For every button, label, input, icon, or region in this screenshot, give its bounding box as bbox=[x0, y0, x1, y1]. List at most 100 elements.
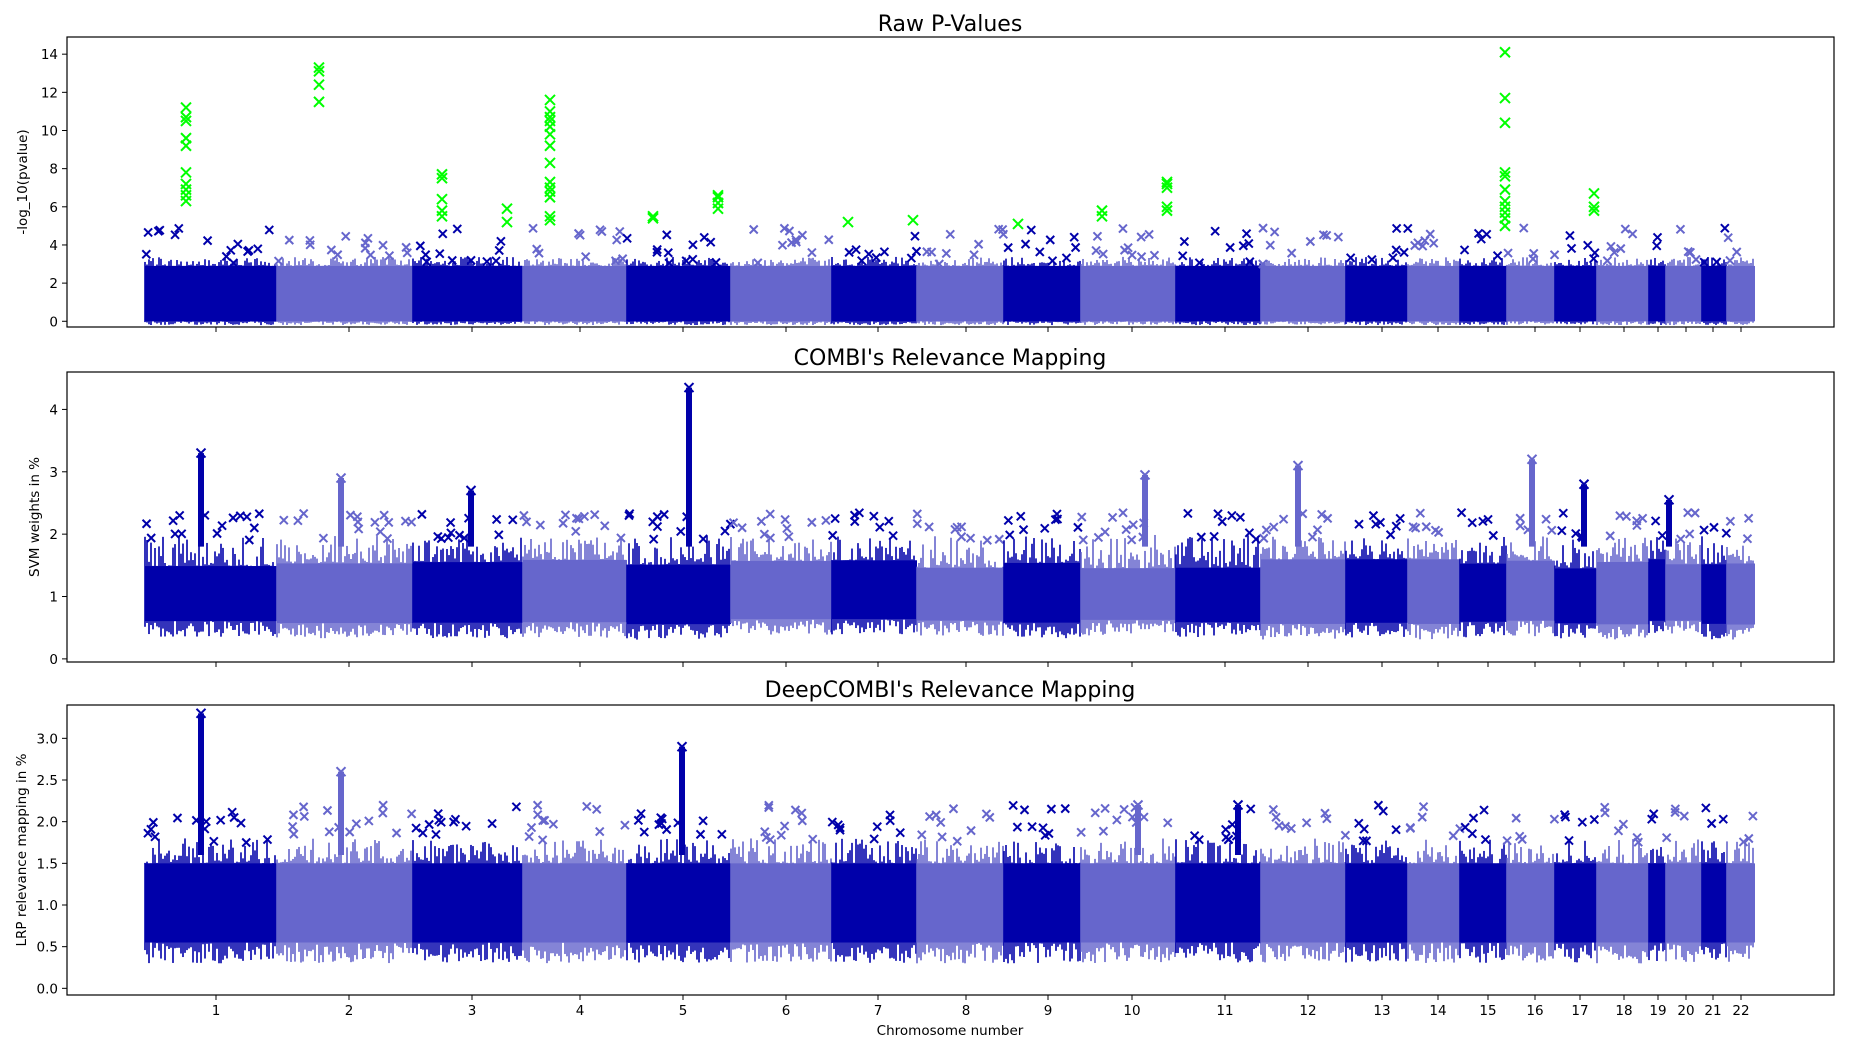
snp-point bbox=[1046, 236, 1054, 244]
snp-point bbox=[1658, 532, 1666, 540]
snp-point bbox=[1094, 533, 1102, 541]
snp-point bbox=[1269, 806, 1277, 814]
snp-point bbox=[1004, 244, 1012, 252]
snp-point bbox=[1529, 255, 1537, 263]
x-tick-label: 15 bbox=[1479, 1003, 1496, 1019]
snp-point bbox=[852, 246, 860, 254]
snp-point bbox=[1113, 816, 1121, 824]
snp-point bbox=[497, 237, 505, 245]
snp-point bbox=[1334, 233, 1342, 241]
snp-point bbox=[870, 835, 878, 843]
snp-point bbox=[1138, 253, 1146, 261]
snp-point bbox=[300, 510, 308, 518]
snp-point bbox=[1309, 533, 1317, 541]
snp-point bbox=[495, 246, 503, 254]
snp-point bbox=[1392, 826, 1400, 834]
snp-point bbox=[1341, 831, 1349, 839]
snp-point bbox=[366, 251, 374, 259]
snp-point bbox=[781, 822, 789, 830]
snp-point bbox=[1070, 233, 1078, 241]
snp-point bbox=[653, 513, 661, 521]
x-tick-label: 8 bbox=[962, 1003, 971, 1019]
snp-point bbox=[1733, 248, 1741, 256]
snp-point bbox=[213, 529, 221, 537]
significant-snp bbox=[314, 80, 324, 90]
snp-point bbox=[1247, 805, 1255, 813]
snp-point bbox=[419, 829, 427, 837]
snp-point bbox=[176, 511, 184, 519]
snp-point bbox=[319, 534, 327, 542]
snp-point bbox=[1726, 257, 1734, 265]
significant-snp bbox=[545, 158, 555, 168]
snp-point bbox=[1061, 805, 1069, 813]
snp-point bbox=[1622, 512, 1630, 520]
snp-point bbox=[982, 810, 990, 818]
snp-point bbox=[1663, 834, 1671, 842]
snp-point bbox=[1430, 239, 1438, 247]
significant-snp bbox=[1162, 177, 1172, 187]
snp-point bbox=[1702, 804, 1710, 812]
snp-point bbox=[1243, 230, 1251, 238]
panel-2-points bbox=[143, 383, 1755, 640]
snp-point bbox=[1120, 805, 1128, 813]
snp-point bbox=[766, 510, 774, 518]
snp-point bbox=[447, 519, 455, 527]
snp-point bbox=[1520, 224, 1528, 232]
snp-point bbox=[822, 516, 830, 524]
snp-point bbox=[352, 820, 360, 828]
y-tick-label: 2 bbox=[49, 527, 58, 543]
snp-point bbox=[1396, 514, 1404, 522]
snp-point bbox=[1406, 824, 1414, 832]
panel-1-title: Raw P-Values bbox=[878, 12, 1023, 37]
y-tick-label: 8 bbox=[49, 162, 58, 178]
snp-point bbox=[663, 231, 671, 239]
snp-point bbox=[1225, 835, 1233, 843]
snp-point bbox=[1222, 825, 1230, 833]
snp-point bbox=[785, 533, 793, 541]
snp-point bbox=[237, 819, 245, 827]
snp-point bbox=[1109, 513, 1117, 521]
snp-point bbox=[1280, 515, 1288, 523]
snp-point bbox=[1389, 254, 1397, 262]
snp-point bbox=[777, 831, 785, 839]
snp-point bbox=[1228, 512, 1236, 520]
snp-point bbox=[1270, 523, 1278, 531]
significant-snp bbox=[1500, 196, 1510, 206]
snp-point bbox=[660, 511, 668, 519]
snp-point bbox=[1708, 820, 1716, 828]
snp-point bbox=[1369, 512, 1377, 520]
y-tick-label: 4 bbox=[49, 402, 58, 418]
snp-point bbox=[1387, 531, 1395, 539]
significant-snp bbox=[502, 204, 512, 214]
x-tick-label: 11 bbox=[1216, 1003, 1233, 1019]
snp-point bbox=[300, 803, 308, 811]
y-tick-label: 3.0 bbox=[37, 731, 58, 747]
snp-point bbox=[1468, 519, 1476, 527]
snp-point bbox=[699, 817, 707, 825]
snp-point bbox=[718, 830, 726, 838]
snp-point bbox=[913, 520, 921, 528]
snp-point bbox=[873, 823, 881, 831]
snp-point bbox=[1590, 816, 1598, 824]
snp-point bbox=[361, 244, 369, 252]
snp-point bbox=[242, 838, 250, 846]
x-tick-label: 19 bbox=[1649, 1003, 1666, 1019]
significant-snp bbox=[545, 106, 555, 116]
snp-point bbox=[173, 814, 181, 822]
snp-point bbox=[798, 817, 806, 825]
panel-2-ylabel: SVM weights in % bbox=[27, 457, 43, 577]
snp-point bbox=[255, 510, 263, 518]
snp-point bbox=[1306, 237, 1314, 245]
snp-point bbox=[289, 811, 297, 819]
snp-point bbox=[1411, 241, 1419, 249]
snp-point bbox=[1184, 509, 1192, 517]
snp-point bbox=[983, 536, 991, 544]
snp-point bbox=[493, 515, 501, 523]
snp-point bbox=[865, 250, 873, 258]
panel-2-title: COMBI's Relevance Mapping bbox=[794, 346, 1107, 371]
snp-point bbox=[1653, 242, 1661, 250]
snp-point bbox=[1145, 230, 1153, 238]
panel-3-ylabel: LRP relevance mapping in % bbox=[14, 753, 30, 946]
snp-point bbox=[1093, 232, 1101, 240]
x-tick-label: 1 bbox=[212, 1003, 221, 1019]
